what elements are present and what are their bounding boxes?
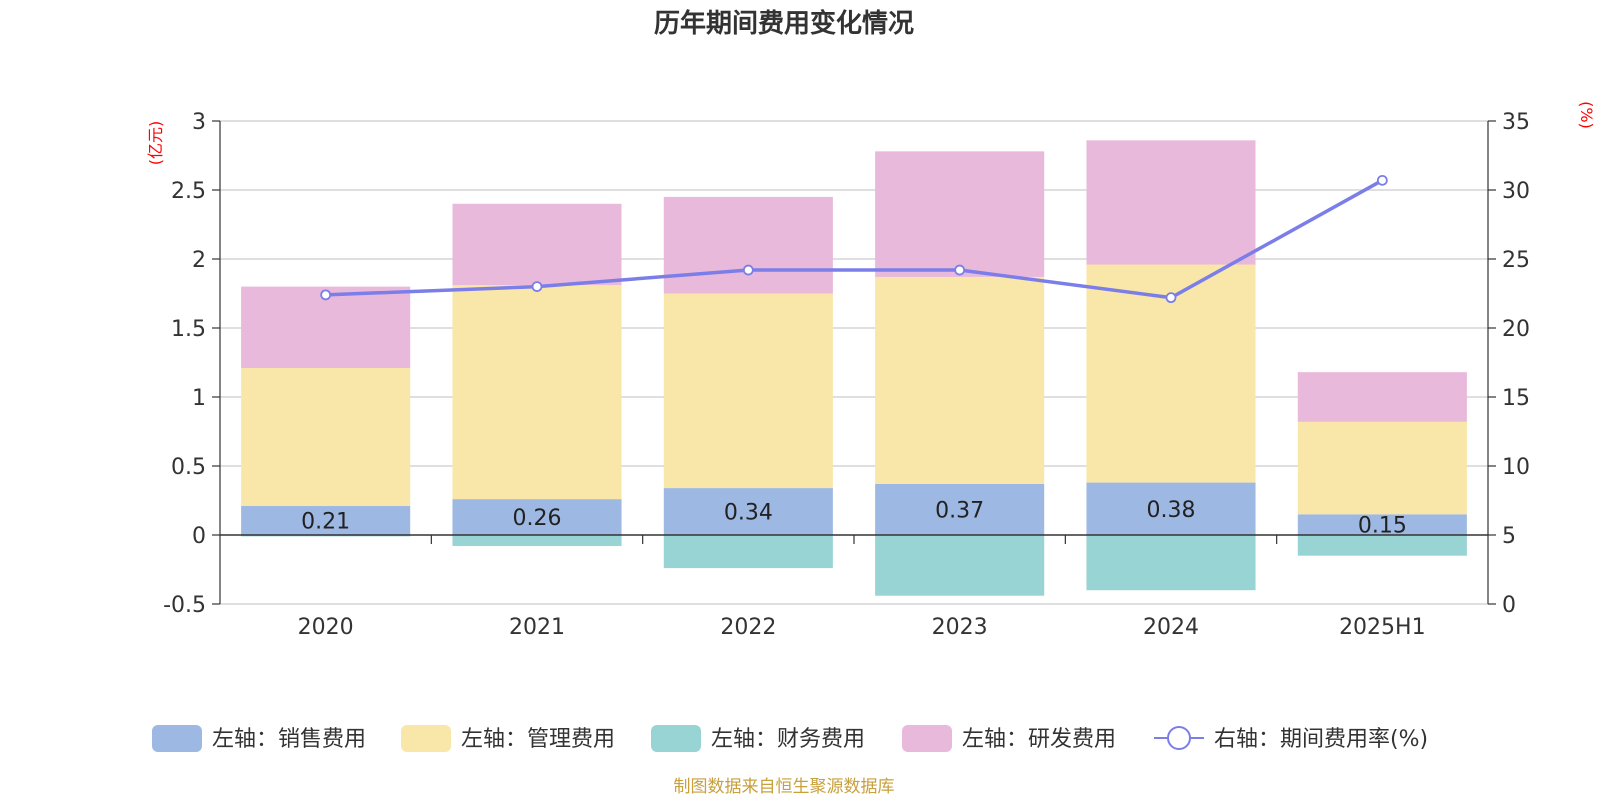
right-axis-tick-label: 0 [1502, 593, 1516, 618]
bar-segment [452, 285, 622, 500]
right-axis-tick-label: 35 [1502, 110, 1530, 135]
bar-segment [241, 506, 411, 535]
bar-data-label: 0.26 [513, 506, 562, 531]
x-axis-category-label: 2020 [298, 615, 354, 640]
bar-data-label: 0.15 [1358, 514, 1407, 539]
right-axis-tick-label: 20 [1502, 317, 1530, 342]
bar-segment [663, 535, 833, 569]
legend-swatch [152, 725, 202, 752]
rate-line-point [742, 264, 754, 276]
right-axis-tick-label: 15 [1502, 386, 1530, 411]
bar-data-label: 0.38 [1147, 498, 1196, 523]
right-axis-unit: (%) [1577, 101, 1596, 129]
rate-line-point [1165, 292, 1177, 304]
bar-segment [875, 276, 1045, 484]
bar-segment [1297, 372, 1467, 422]
right-axis-tick-label: 30 [1502, 179, 1530, 204]
left-axis-tick-label: 2 [192, 248, 206, 273]
rate-line-point [1376, 174, 1388, 186]
left-axis-tick-label: 0 [192, 524, 206, 549]
bar-segment [452, 203, 622, 286]
left-axis-tick-label: 3 [192, 110, 206, 135]
bar-segment [1086, 140, 1256, 265]
bar-segment [452, 499, 622, 535]
bar-segment [1086, 482, 1256, 535]
legend-label: 左轴：财务费用 [711, 727, 865, 752]
bar-segment [875, 151, 1045, 277]
x-axis-category-label: 2022 [720, 615, 776, 640]
bar-segment [663, 293, 833, 489]
right-axis-tick-label: 10 [1502, 455, 1530, 480]
bars [241, 140, 1467, 596]
right-axis-tick-label: 25 [1502, 248, 1530, 273]
bar-segment [875, 483, 1045, 535]
bar-data-label: 0.37 [935, 498, 984, 523]
legend-label: 左轴：管理费用 [461, 727, 615, 752]
legend: 左轴：销售费用 左轴：管理费用 左轴：财务费用 左轴：研发费用 右轴：期间费用率(%) [152, 725, 1428, 752]
legend-swatch-marker [1167, 726, 1191, 750]
bar-labels: 0.21 0.26 0.34 0.37 0.38 0.15 [301, 498, 1407, 539]
rate-line-point [531, 281, 543, 293]
rate-line [320, 174, 1388, 304]
legend-label: 左轴：研发费用 [962, 727, 1116, 752]
legend-label: 右轴：期间费用率(%) [1214, 727, 1428, 752]
x-axis-category-label: 2023 [932, 615, 988, 640]
x-axis-category-label: 2024 [1143, 615, 1199, 640]
right-axis-tick-label: 5 [1502, 524, 1516, 549]
x-axis-category-label: 2021 [509, 615, 565, 640]
legend-swatch [401, 725, 451, 752]
left-axis-unit: (亿元) [146, 121, 165, 166]
bar-segment [241, 368, 411, 507]
legend-label: 左轴：销售费用 [212, 727, 366, 752]
legend-swatch [651, 725, 701, 752]
bar-segment [663, 196, 833, 294]
left-axis-tick-label: -0.5 [163, 593, 206, 618]
chart-title: 历年期间费用变化情况 [654, 8, 914, 39]
left-axis-tick-label: 1.5 [171, 317, 206, 342]
bar-data-label: 0.34 [724, 501, 773, 526]
bar-segment [452, 535, 622, 547]
left-axis-tick-label: 2.5 [171, 179, 206, 204]
bar-segment [875, 535, 1045, 596]
left-axis-tick-label: 1 [192, 386, 206, 411]
source-note: 制图数据来自恒生聚源数据库 [674, 777, 895, 797]
x-axis-category-label: 2025H1 [1339, 615, 1426, 640]
grid [220, 120, 1488, 605]
bar-segment [1297, 514, 1467, 535]
rate-line-path [325, 178, 1384, 300]
bar-segment [1297, 535, 1467, 556]
legend-swatch [902, 725, 952, 752]
rate-line-point [320, 289, 332, 301]
bar-data-label: 0.21 [301, 510, 350, 535]
bar-segment [1086, 535, 1256, 591]
bar-segment [663, 488, 833, 535]
left-axis-tick-label: 0.5 [171, 455, 206, 480]
bar-segment [1297, 421, 1467, 515]
rate-line-point [954, 264, 966, 276]
